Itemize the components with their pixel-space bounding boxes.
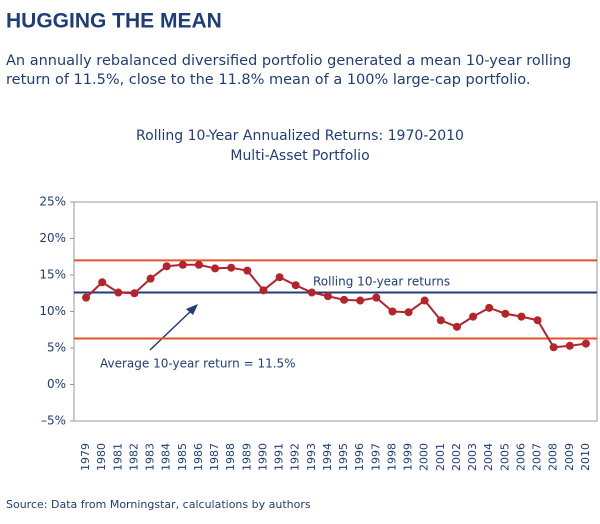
point bbox=[581, 339, 590, 348]
y-tick-label: 5% bbox=[47, 341, 66, 355]
x-tick-label: 2004 bbox=[482, 443, 495, 471]
point bbox=[146, 274, 155, 283]
y-tick-label: –5% bbox=[41, 414, 66, 428]
subtitle: An annually rebalanced diversified portf… bbox=[6, 53, 571, 69]
x-tick-label: 2009 bbox=[563, 443, 576, 471]
x-tick-label: 1980 bbox=[95, 443, 108, 471]
x-tick-label: 2000 bbox=[418, 443, 431, 471]
chart-title: Multi-Asset Portfolio bbox=[230, 148, 369, 164]
y-tick-label: 0% bbox=[47, 377, 66, 391]
chart-title: Rolling 10-Year Annualized Returns: 1970… bbox=[136, 128, 464, 144]
point bbox=[243, 266, 252, 275]
point bbox=[162, 262, 171, 271]
x-tick-label: 1983 bbox=[144, 443, 157, 471]
y-tick-label: 10% bbox=[39, 304, 66, 318]
point bbox=[517, 312, 526, 321]
x-tick-label: 1979 bbox=[79, 443, 92, 471]
x-tick-label: 1996 bbox=[353, 443, 366, 471]
x-tick-label: 1993 bbox=[305, 443, 318, 471]
source: Source: Data from Morningstar, calculati… bbox=[6, 498, 311, 511]
point bbox=[388, 307, 397, 316]
point bbox=[485, 303, 494, 312]
x-tick-label: 1991 bbox=[273, 443, 286, 471]
point bbox=[372, 293, 381, 302]
x-tick-label: 1994 bbox=[321, 443, 334, 471]
arrow-head bbox=[186, 304, 198, 315]
x-tick-label: 1988 bbox=[224, 443, 237, 471]
plot-frame bbox=[73, 201, 598, 422]
x-tick-label: 2010 bbox=[579, 443, 592, 471]
x-tick-label: 1990 bbox=[256, 443, 269, 471]
point bbox=[227, 263, 236, 272]
point bbox=[436, 316, 445, 325]
x-tick-label: 1981 bbox=[111, 443, 124, 471]
arrow bbox=[149, 308, 194, 351]
point bbox=[340, 295, 349, 304]
annotation: Rolling 10-year returns bbox=[313, 275, 450, 289]
y-tick-label: 15% bbox=[39, 268, 66, 282]
x-tick-label: 1985 bbox=[176, 443, 189, 471]
x-tick-label: 2003 bbox=[466, 443, 479, 471]
point bbox=[82, 293, 91, 302]
point bbox=[275, 273, 284, 282]
x-tick-label: 1995 bbox=[337, 443, 350, 471]
point bbox=[501, 309, 510, 318]
point bbox=[307, 288, 316, 297]
x-tick-label: 2001 bbox=[434, 443, 447, 471]
point bbox=[356, 296, 365, 305]
x-tick-label: 1986 bbox=[192, 443, 205, 471]
point bbox=[404, 308, 413, 317]
point bbox=[420, 296, 429, 305]
x-tick-label: 1987 bbox=[208, 443, 221, 471]
x-tick-label: 1998 bbox=[385, 443, 398, 471]
point bbox=[452, 322, 461, 331]
page-title: HUGGING THE MEAN bbox=[6, 10, 222, 33]
point bbox=[259, 286, 268, 295]
x-tick-label: 2006 bbox=[514, 443, 527, 471]
x-tick-label: 1989 bbox=[240, 443, 253, 471]
y-tick-label: 25% bbox=[39, 195, 66, 209]
point bbox=[211, 264, 220, 273]
point bbox=[98, 278, 107, 287]
x-tick-label: 2005 bbox=[498, 443, 511, 471]
x-tick-label: 1992 bbox=[289, 443, 302, 471]
point bbox=[114, 288, 123, 297]
x-tick-label: 2007 bbox=[531, 443, 544, 471]
point bbox=[194, 260, 203, 269]
x-tick-label: 2008 bbox=[547, 443, 560, 471]
x-tick-label: 1984 bbox=[160, 443, 173, 471]
x-tick-label: 1997 bbox=[369, 443, 382, 471]
point bbox=[323, 292, 332, 301]
x-tick-label: 1982 bbox=[127, 443, 140, 471]
x-tick-label: 1999 bbox=[402, 443, 415, 471]
point bbox=[565, 341, 574, 350]
y-tick-label: 20% bbox=[39, 231, 66, 245]
point bbox=[549, 343, 558, 352]
point bbox=[291, 281, 300, 290]
point bbox=[178, 260, 187, 269]
annotation: Average 10-year return = 11.5% bbox=[100, 357, 296, 371]
x-tick-label: 2002 bbox=[450, 443, 463, 471]
point bbox=[469, 312, 478, 321]
subtitle: return of 11.5%, close to the 11.8% mean… bbox=[6, 72, 531, 88]
point bbox=[533, 316, 542, 325]
point bbox=[130, 289, 139, 298]
